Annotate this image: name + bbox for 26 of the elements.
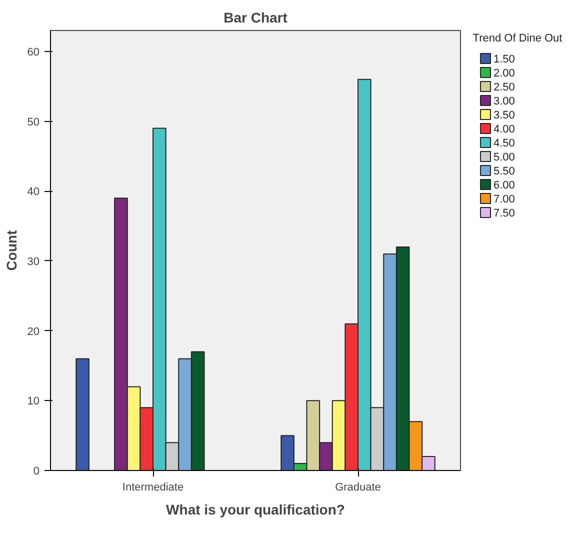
x-tick-label: Intermediate	[122, 482, 184, 494]
y-tick-label: 0	[33, 466, 40, 478]
bar	[76, 358, 90, 470]
y-tick-label: 40	[27, 186, 40, 198]
legend-label: 2.50	[494, 82, 515, 94]
legend-label: 5.50	[494, 166, 515, 178]
y-tick-label: 10	[27, 396, 40, 408]
x-tick-label: Graduate	[335, 482, 381, 494]
legend-label: 7.00	[494, 194, 515, 206]
legend-label: 3.50	[494, 110, 515, 122]
legend-label: 5.00	[494, 152, 515, 164]
x-axis-title: What is your qualification?	[166, 502, 345, 518]
legend-label: 6.00	[494, 180, 515, 192]
y-axis-title: Count	[3, 230, 20, 271]
legend-label: 2.00	[494, 68, 515, 80]
y-tick-label: 20	[27, 326, 40, 338]
legend-label: 7.50	[494, 208, 515, 220]
y-tick-label: 60	[27, 46, 40, 58]
y-tick-label: 50	[27, 116, 40, 128]
legend-label: 4.50	[494, 138, 515, 150]
legend-label: 1.50	[494, 54, 515, 66]
chart-title: Bar Chart	[224, 10, 288, 26]
legend-label: 4.00	[494, 124, 515, 136]
legend-label: 3.00	[494, 96, 515, 108]
legend-title: Trend Of Dine Out	[472, 32, 562, 44]
y-tick-label: 30	[27, 256, 40, 268]
